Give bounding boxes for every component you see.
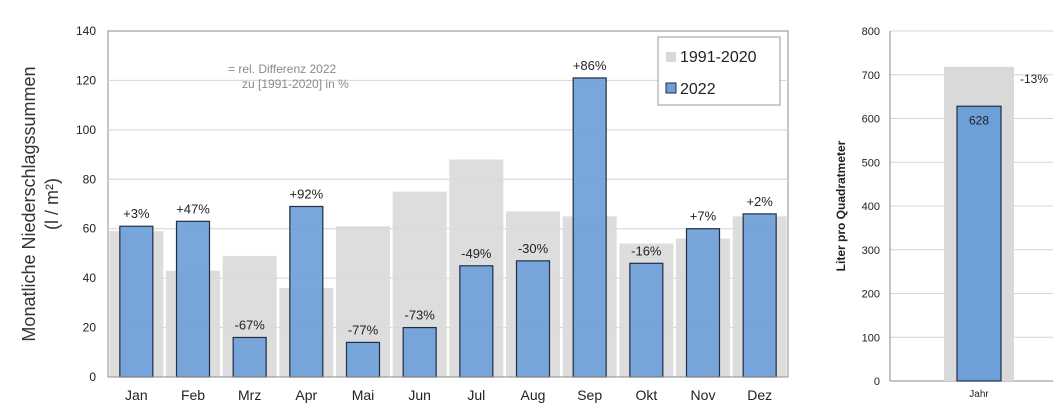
- diff-label-feb: +47%: [176, 201, 210, 216]
- diff-label-jahr: -13%: [1020, 72, 1048, 86]
- diff-label-mrz: -67%: [234, 317, 265, 332]
- legend-swatch-1991-2020: [666, 52, 676, 62]
- note-line-2: zu [1991-2020] in %: [242, 77, 349, 91]
- x-tick-label: Nov: [691, 387, 716, 403]
- x-tick-label: Mai: [352, 387, 375, 403]
- x-tick-label: Aug: [521, 387, 546, 403]
- y-tick-label: 0: [89, 370, 96, 384]
- y-tick-label: 80: [83, 172, 97, 186]
- note-line-1: = rel. Differenz 2022: [228, 62, 337, 76]
- diff-label-sep: +86%: [573, 58, 607, 73]
- y-tick-label: 600: [862, 114, 880, 126]
- x-tick-label: Apr: [295, 387, 317, 403]
- legend-box: [657, 36, 781, 106]
- y-tick-label: 100: [862, 332, 880, 344]
- bar-2022-okt: [629, 262, 664, 378]
- y-tick-label: 100: [76, 123, 96, 137]
- bar-2022-jahr: [956, 105, 1002, 382]
- bar-2022-jun: [402, 326, 437, 378]
- diff-label-mai: -77%: [348, 322, 379, 337]
- diff-label-jun: -73%: [404, 308, 435, 323]
- x-tick-label: Okt: [635, 387, 657, 403]
- bar-2022-jul: [459, 265, 494, 378]
- y-tick-label: 700: [862, 70, 880, 82]
- bar-2022-sep: [572, 77, 607, 378]
- y-tick-label: 800: [862, 26, 880, 38]
- diff-label-jan: +3%: [123, 206, 150, 221]
- diff-label-aug: -30%: [518, 241, 549, 256]
- diff-label-nov: +7%: [690, 209, 717, 224]
- diff-label-okt: -16%: [631, 243, 662, 258]
- y-axis-title: Liter pro Quadratmeter: [834, 140, 848, 271]
- x-tick-label: Feb: [181, 387, 205, 403]
- annual-chart: 0 100 200 300 400 500 600 700 800 Liter pro Quadr…: [834, 26, 1053, 400]
- x-tick-label: Mrz: [238, 387, 261, 403]
- bar-2022-apr: [289, 205, 324, 378]
- y-tick-label: 140: [76, 24, 96, 38]
- y-axis-title: Monatliche Niederschlagssummen: [19, 66, 39, 341]
- x-tick-label: Jahr: [969, 389, 989, 400]
- y-tick-label: 60: [83, 222, 97, 236]
- x-tick-label: Jan: [125, 387, 148, 403]
- bar-2022-aug: [515, 260, 551, 378]
- bar-2022-dez: [742, 213, 777, 378]
- bar-2022-mai: [345, 341, 381, 378]
- legend: 1991-2020 2022: [657, 36, 781, 106]
- y-tick-label: 120: [76, 73, 96, 87]
- diff-label-jul: -49%: [461, 246, 492, 261]
- y-tick-label: 0: [874, 376, 880, 388]
- bar-2022-jan: [119, 225, 154, 378]
- x-tick-label: Jun: [408, 387, 431, 403]
- legend-label-1991-2020: 1991-2020: [680, 49, 757, 66]
- legend-label-2022: 2022: [680, 81, 716, 98]
- y-tick-label: 20: [83, 321, 97, 335]
- legend-swatch-2022: [665, 82, 677, 94]
- bar-2022-feb: [175, 220, 211, 378]
- monthly-chart: 0 20 40 60 80 100 120 140 Monatliche Niederschla…: [19, 24, 789, 403]
- y-tick-label: 40: [83, 271, 97, 285]
- diff-label-apr: +92%: [290, 186, 324, 201]
- bar-2022-mrz: [232, 336, 267, 378]
- diff-label-dez: +2%: [746, 194, 773, 209]
- x-tick-label: Dez: [747, 387, 772, 403]
- y-tick-label: 200: [862, 289, 880, 301]
- y-tick-label: 300: [862, 245, 880, 257]
- y-tick-label: 400: [862, 201, 880, 213]
- y-axis-title-unit: (l / m²): [42, 178, 62, 230]
- x-tick-label: Jul: [467, 387, 485, 403]
- bar-2022-nov: [685, 228, 721, 378]
- value-label-jahr: 628: [969, 113, 989, 127]
- y-tick-label: 500: [862, 157, 880, 169]
- x-tick-label: Sep: [577, 387, 602, 403]
